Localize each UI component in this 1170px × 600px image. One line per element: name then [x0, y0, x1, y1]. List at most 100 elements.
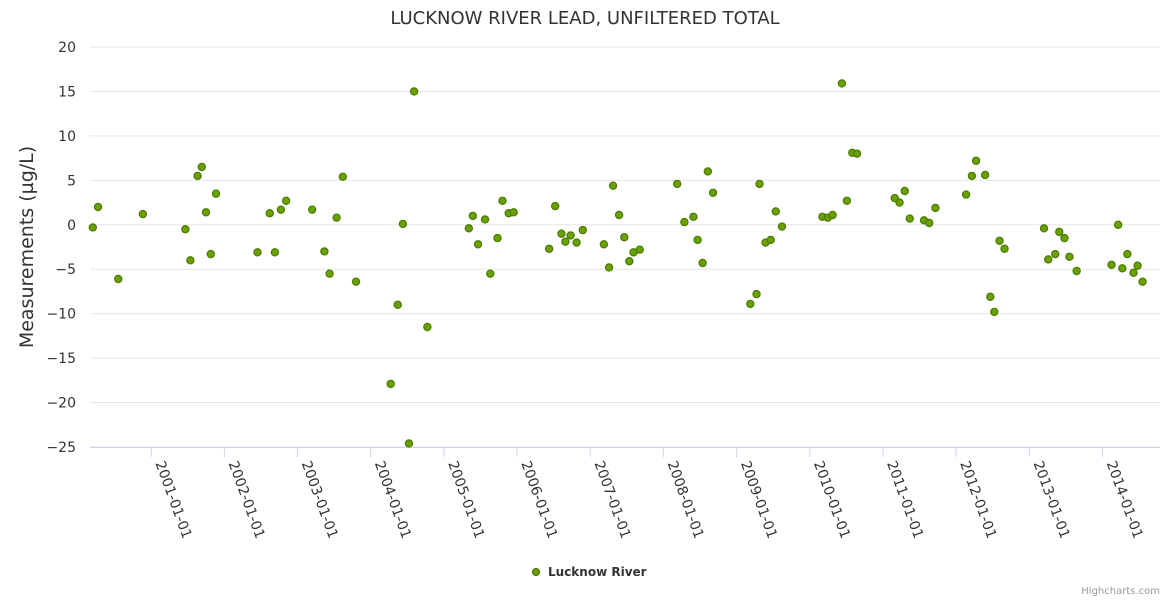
data-point[interactable] [752, 289, 761, 299]
data-point[interactable] [625, 257, 634, 266]
data-point[interactable] [1060, 233, 1069, 243]
data-point[interactable] [828, 210, 837, 220]
data-point[interactable] [680, 217, 689, 227]
data-point[interactable] [1055, 227, 1064, 237]
data-point[interactable] [900, 186, 909, 196]
data-point[interactable] [905, 214, 914, 223]
data-point[interactable] [635, 245, 644, 254]
data-point[interactable] [561, 237, 570, 246]
data-point[interactable] [276, 205, 286, 214]
data-point[interactable] [138, 209, 148, 219]
series-lucknow-river[interactable] [88, 79, 1147, 448]
data-point[interactable] [1051, 249, 1060, 259]
data-point[interactable] [990, 307, 999, 317]
data-point[interactable] [1129, 268, 1138, 277]
data-point[interactable] [689, 212, 698, 221]
data-point[interactable] [925, 218, 934, 228]
data-point[interactable] [498, 196, 507, 205]
data-point[interactable] [509, 208, 518, 217]
data-point[interactable] [1123, 249, 1132, 259]
data-point[interactable] [307, 205, 317, 214]
legend-marker[interactable] [531, 567, 541, 577]
data-point[interactable] [197, 162, 206, 172]
data-point[interactable] [703, 167, 713, 176]
data-point[interactable] [320, 247, 329, 256]
data-point[interactable] [544, 244, 554, 253]
data-point[interactable] [480, 215, 490, 224]
data-point[interactable] [1118, 264, 1127, 273]
legend[interactable]: Lucknow River [531, 565, 647, 579]
data-point[interactable] [211, 189, 221, 198]
data-point[interactable] [1065, 252, 1074, 261]
data-point[interactable] [270, 248, 280, 257]
data-point[interactable] [771, 207, 780, 216]
data-point[interactable] [1138, 277, 1147, 286]
data-point[interactable] [1072, 266, 1081, 276]
data-point[interactable] [473, 240, 483, 249]
data-point[interactable] [1000, 244, 1009, 253]
data-point[interactable] [464, 224, 474, 233]
data-point[interactable] [1133, 261, 1142, 270]
data-point[interactable] [1113, 220, 1123, 229]
data-point[interactable] [409, 87, 419, 96]
data-point[interactable] [995, 236, 1004, 245]
data-point[interactable] [755, 179, 764, 189]
data-point[interactable] [1044, 255, 1053, 264]
data-point[interactable] [557, 229, 566, 238]
data-point[interactable] [599, 240, 609, 249]
x-tick-label: 2004-01-01 [371, 459, 414, 541]
data-point[interactable] [193, 171, 202, 181]
data-point[interactable] [961, 190, 971, 199]
data-point[interactable] [93, 202, 103, 212]
data-point[interactable] [837, 79, 847, 88]
data-point[interactable] [708, 188, 718, 197]
data-point[interactable] [746, 299, 755, 309]
data-point[interactable] [931, 203, 940, 213]
data-point[interactable] [468, 211, 478, 221]
data-point[interactable] [386, 379, 395, 389]
data-point[interactable] [423, 322, 432, 332]
data-point[interactable] [550, 201, 560, 211]
data-point[interactable] [614, 210, 624, 220]
data-point[interactable] [842, 196, 852, 205]
data-point[interactable] [281, 196, 291, 205]
data-point[interactable] [486, 269, 495, 278]
data-point[interactable] [980, 170, 990, 180]
data-point[interactable] [693, 235, 702, 245]
data-point[interactable] [181, 225, 190, 234]
data-point[interactable] [604, 263, 614, 272]
data-point[interactable] [766, 235, 775, 245]
data-point[interactable] [338, 172, 348, 181]
data-point[interactable] [620, 233, 629, 242]
data-point[interactable] [572, 238, 581, 247]
data-point[interactable] [186, 256, 195, 265]
data-point[interactable] [986, 292, 995, 301]
data-point[interactable] [698, 258, 707, 268]
credits-link[interactable]: Highcharts.com [1081, 586, 1160, 597]
data-point[interactable] [393, 300, 402, 309]
data-point[interactable] [1039, 224, 1049, 233]
data-point[interactable] [206, 249, 216, 259]
data-point[interactable] [332, 213, 341, 222]
data-point[interactable] [852, 149, 862, 158]
data-point[interactable] [777, 222, 787, 231]
data-point[interactable] [967, 171, 977, 181]
data-point[interactable] [578, 225, 588, 235]
data-point[interactable] [493, 233, 502, 243]
legend-label-lucknow-river[interactable]: Lucknow River [548, 565, 647, 579]
data-point[interactable] [398, 219, 408, 229]
data-point[interactable] [895, 198, 904, 207]
data-point[interactable] [265, 209, 274, 218]
data-point[interactable] [88, 223, 98, 232]
data-point[interactable] [672, 179, 682, 189]
data-point[interactable] [351, 277, 361, 286]
data-point[interactable] [253, 248, 262, 257]
data-point[interactable] [608, 181, 618, 190]
data-point[interactable] [404, 439, 414, 448]
data-point[interactable] [201, 208, 211, 217]
data-point[interactable] [971, 156, 981, 165]
data-point[interactable] [566, 231, 575, 240]
data-point[interactable] [114, 274, 123, 284]
data-point[interactable] [1107, 260, 1116, 269]
data-point[interactable] [325, 269, 334, 278]
